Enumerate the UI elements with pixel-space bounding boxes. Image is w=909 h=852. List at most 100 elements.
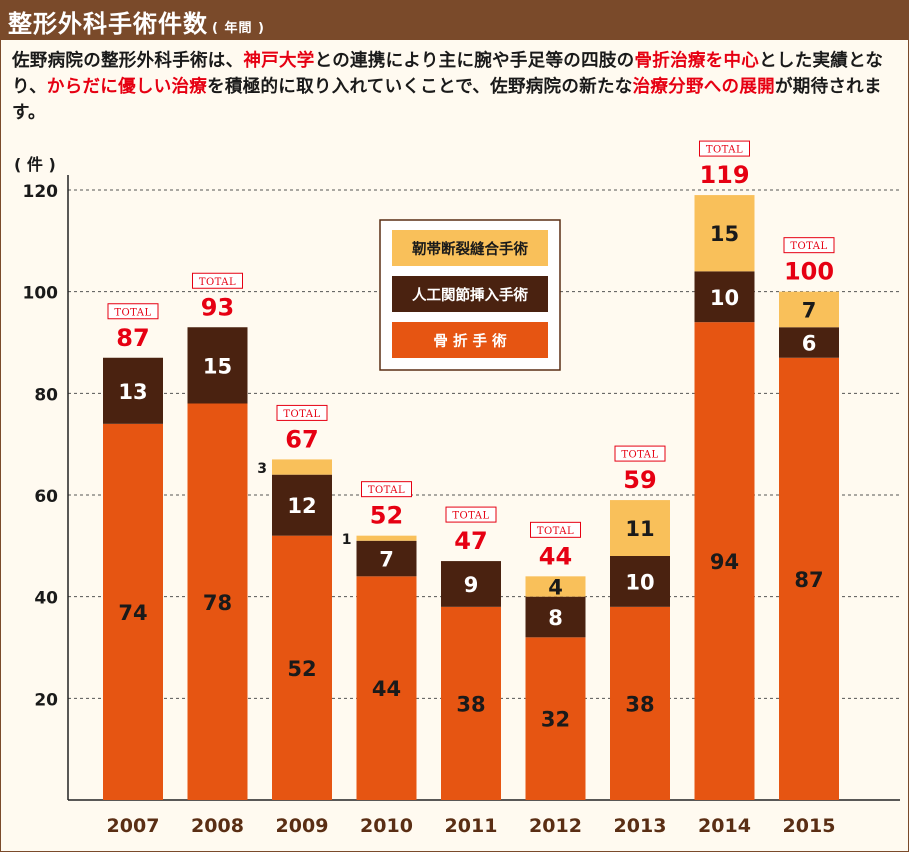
total-value: 119	[699, 161, 749, 189]
total-badge-label: TOTAL	[452, 511, 489, 522]
bar-fracture-2011	[441, 606, 501, 800]
y-tick-label: 40	[34, 589, 58, 609]
data-label-fracture: 78	[203, 591, 232, 615]
total-badge	[445, 506, 497, 523]
total-value: 87	[116, 324, 149, 352]
description-highlight: 骨折治療を中心	[634, 51, 760, 71]
description-segment: 佐野病院の整形外科手術は、	[12, 51, 244, 71]
total-badge-label: TOTAL	[706, 145, 743, 156]
data-label-joint: 10	[710, 286, 739, 310]
bar-joint-2013	[610, 556, 670, 607]
bar-fracture-2010	[356, 576, 417, 800]
bar-fracture-2009	[272, 535, 332, 800]
x-tick-label: 2010	[360, 815, 413, 837]
total-value: 100	[784, 258, 834, 286]
total-value: 93	[201, 293, 234, 321]
total-badge	[192, 272, 243, 289]
description-segment: とした実績となり、	[12, 51, 884, 97]
bar-ligament-2015	[779, 291, 839, 328]
data-label-joint: 8	[548, 606, 563, 630]
y-axis-unit: ( 件 )	[14, 155, 56, 174]
total-badge-label: TOTAL	[283, 409, 320, 420]
legend-label-fracture: 骨 折 手 術	[433, 332, 507, 350]
bar-ligament-2009	[272, 459, 332, 475]
y-tick-label: 60	[34, 487, 58, 507]
total-badge	[783, 237, 835, 254]
bar-joint-2015	[779, 327, 839, 358]
bar-ligament-2010	[356, 535, 417, 541]
data-label-joint: 12	[287, 494, 316, 518]
description-highlight: 神戸大学	[243, 51, 315, 71]
total-value: 47	[454, 527, 487, 555]
legend-swatch-ligament	[392, 230, 548, 266]
bar-ligament-2012	[525, 576, 586, 597]
data-label-fracture: 32	[541, 708, 570, 732]
page-title: 整形外科手術件数( 年間 )	[8, 10, 265, 38]
description-segment: を積極的に取り入れていくことで、佐野病院の新たな	[207, 77, 633, 97]
x-tick-label: 2008	[191, 815, 244, 837]
x-tick-label: 2013	[614, 815, 667, 837]
data-label-fracture: 74	[118, 601, 147, 625]
data-label-fracture: 87	[794, 568, 823, 592]
total-badge-label: TOTAL	[368, 485, 405, 496]
bar-joint-2009	[272, 474, 332, 536]
y-tick-label: 20	[34, 690, 58, 710]
total-value: 44	[539, 542, 572, 570]
y-tick-label: 100	[23, 284, 59, 304]
data-label-fracture: 94	[710, 550, 739, 574]
bar-joint-2010	[356, 540, 417, 577]
data-label-ligament: 11	[625, 517, 654, 541]
data-label-ligament: 3	[257, 461, 267, 477]
bar-fracture-2012	[525, 637, 586, 800]
data-label-ligament: 15	[710, 222, 739, 246]
bar-fracture-2007	[103, 423, 163, 800]
data-label-fracture: 52	[287, 657, 316, 681]
bar-joint-2008	[187, 327, 248, 404]
data-label-joint: 7	[379, 548, 394, 572]
x-tick-label: 2009	[276, 815, 329, 837]
bar-joint-2012	[525, 596, 586, 638]
bar-fracture-2015	[779, 357, 839, 800]
legend-swatch-joint	[392, 276, 548, 312]
x-tick-label: 2014	[698, 815, 751, 837]
bar-joint-2014	[694, 271, 755, 323]
total-badge	[699, 140, 750, 157]
description-highlight: からだに優しい治療	[46, 77, 208, 97]
total-value: 52	[370, 502, 403, 530]
data-label-fracture: 44	[372, 677, 401, 701]
total-badge-label: TOTAL	[621, 450, 658, 461]
total-value: 67	[285, 425, 318, 453]
total-badge	[276, 404, 328, 421]
bar-fracture-2013	[610, 606, 670, 800]
data-label-joint: 13	[118, 380, 147, 404]
data-label-ligament: 1	[342, 532, 352, 548]
bar-fracture-2014	[694, 322, 755, 800]
data-label-ligament: 7	[802, 298, 817, 322]
total-badge-label: TOTAL	[114, 307, 151, 318]
total-badge	[530, 521, 581, 538]
total-badge-label: TOTAL	[537, 526, 574, 537]
total-badge-label: TOTAL	[790, 241, 827, 252]
bar-ligament-2013	[610, 500, 670, 556]
data-label-joint: 9	[464, 573, 479, 597]
header-bar: 整形外科手術件数( 年間 )	[0, 0, 909, 40]
legend-label-joint: 人工関節挿入手術	[412, 286, 528, 304]
x-tick-label: 2011	[445, 815, 498, 837]
page-title-sub: ( 年間 )	[212, 21, 265, 36]
data-label-joint: 6	[802, 332, 817, 356]
total-badge	[614, 445, 666, 462]
legend-label-ligament: 靭帯断裂縫合手術	[412, 240, 528, 258]
total-value: 59	[623, 466, 656, 494]
data-label-fracture: 38	[625, 692, 654, 716]
total-badge	[361, 481, 412, 498]
bar-fracture-2008	[187, 403, 248, 800]
description-segment: が期待されます。	[12, 77, 882, 123]
bar-joint-2011	[441, 561, 501, 607]
y-tick-label: 120	[23, 182, 59, 202]
description-segment: との連携により主に腕や手足等の四肢の	[314, 51, 635, 71]
data-label-fracture: 38	[456, 692, 485, 716]
x-tick-label: 2007	[107, 815, 160, 837]
y-tick-label: 80	[34, 385, 58, 405]
bar-ligament-2014	[694, 195, 755, 272]
